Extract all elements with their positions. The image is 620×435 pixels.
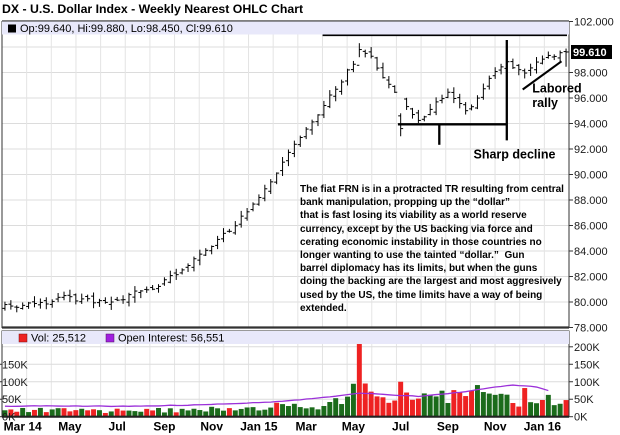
svg-text:Mar: Mar bbox=[296, 420, 318, 434]
svg-text:100K: 100K bbox=[574, 377, 600, 389]
svg-text:May: May bbox=[58, 420, 82, 434]
svg-text:94.000: 94.000 bbox=[574, 119, 608, 131]
svg-text:99.610: 99.610 bbox=[573, 47, 607, 59]
svg-text:Op:99.640, Hi:99.880, Lo:98.45: Op:99.640, Hi:99.880, Lo:98.450, Cl:99.6… bbox=[20, 23, 233, 35]
svg-text:86.000: 86.000 bbox=[574, 221, 608, 233]
svg-text:88.000: 88.000 bbox=[574, 195, 608, 207]
svg-text:78.000: 78.000 bbox=[574, 323, 608, 335]
svg-text:Vol: 25,512: Vol: 25,512 bbox=[31, 333, 86, 345]
svg-text:82.000: 82.000 bbox=[574, 272, 608, 284]
svg-text:200K: 200K bbox=[574, 342, 600, 354]
svg-text:Nov: Nov bbox=[484, 420, 507, 434]
svg-text:Open Interest: 56,551: Open Interest: 56,551 bbox=[118, 333, 224, 345]
svg-text:150K: 150K bbox=[574, 359, 600, 371]
svg-text:50K: 50K bbox=[574, 394, 594, 406]
svg-text:rally: rally bbox=[532, 96, 558, 110]
svg-text:Mar 14: Mar 14 bbox=[4, 420, 42, 434]
svg-text:Sep: Sep bbox=[437, 420, 459, 434]
svg-text:100K: 100K bbox=[2, 377, 28, 389]
svg-text:98.000: 98.000 bbox=[574, 68, 608, 80]
svg-text:84.000: 84.000 bbox=[574, 246, 608, 258]
svg-text:Jul: Jul bbox=[392, 420, 409, 434]
svg-text:0K: 0K bbox=[574, 412, 588, 424]
svg-text:Jul: Jul bbox=[109, 420, 126, 434]
svg-text:Sep: Sep bbox=[153, 420, 175, 434]
svg-text:102.000: 102.000 bbox=[574, 17, 614, 29]
svg-text:Nov: Nov bbox=[200, 420, 223, 434]
svg-text:Jan 16: Jan 16 bbox=[524, 420, 562, 434]
svg-text:May: May bbox=[342, 420, 366, 434]
svg-text:50K: 50K bbox=[2, 394, 22, 406]
svg-text:90.000: 90.000 bbox=[574, 170, 608, 182]
svg-text:150K: 150K bbox=[2, 359, 28, 371]
svg-text:Labored: Labored bbox=[532, 81, 581, 95]
svg-text:92.000: 92.000 bbox=[574, 144, 608, 156]
svg-text:80.000: 80.000 bbox=[574, 297, 608, 309]
svg-text:Jan 15: Jan 15 bbox=[240, 420, 278, 434]
svg-text:Sharp decline: Sharp decline bbox=[474, 148, 556, 162]
